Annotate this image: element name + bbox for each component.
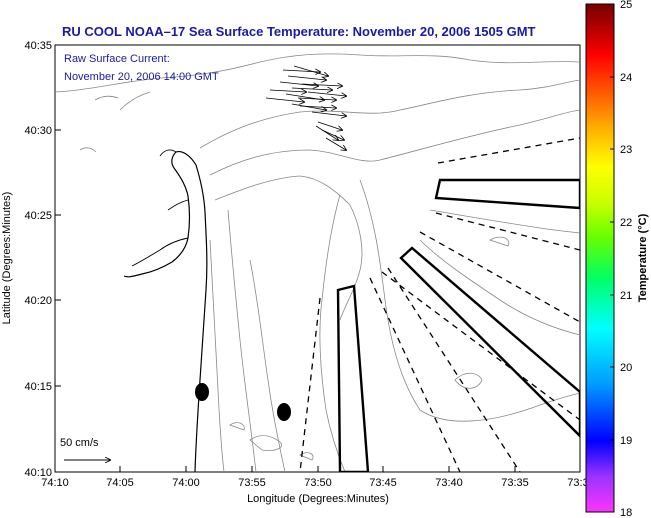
colorbar-tick-label: 21 (620, 290, 632, 302)
dashed-radial-lines (299, 137, 580, 472)
bathymetry-contour (429, 209, 580, 234)
x-axis-label: Longitude (Degrees:Minutes) (247, 493, 389, 505)
colorbar-tick-label: 25 (620, 0, 632, 11)
x-tick-label: 73:3 (567, 477, 588, 489)
y-tick-label: 40:15 (24, 381, 52, 393)
colorbar-ticks: 25 24 23 22 21 20 19 18 (610, 0, 632, 518)
x-tick-label: 74:10 (41, 477, 69, 489)
bathymetry-contour (209, 109, 580, 176)
colorbar-tick-label: 22 (620, 217, 632, 229)
coastline-river (131, 149, 189, 267)
bathymetry-contour (419, 239, 580, 336)
bathymetry-contour (359, 179, 580, 422)
x-tick-label: 73:35 (501, 477, 529, 489)
x-tick-label: 74:00 (172, 477, 200, 489)
x-tick-label: 73:55 (238, 477, 266, 489)
coastline (123, 150, 208, 472)
colorbar-tick-label: 23 (620, 144, 632, 156)
scale-label: 50 cm/s (60, 437, 99, 449)
colorbar-tick-label: 20 (620, 362, 632, 374)
y-axis-label: Latitude (Degrees:Minutes) (1, 192, 13, 325)
survey-box-diagonal (399, 246, 580, 438)
bathymetry-contour (209, 239, 225, 472)
map-content (55, 53, 580, 472)
y-tick-label: 40:35 (24, 40, 52, 52)
x-tick-label: 73:50 (304, 477, 332, 489)
figure-title: RU COOL NOAA–17 Sea Surface Temperature:… (62, 24, 536, 39)
bathymetry-contour (79, 91, 151, 153)
bathymetry-contour (199, 79, 580, 149)
bathymetry-contour (319, 194, 346, 472)
bathymetry-contour (55, 53, 580, 93)
station-marker (195, 383, 209, 401)
survey-box-south (336, 284, 370, 472)
survey-box-north (434, 178, 580, 210)
x-tick-label: 73:45 (369, 477, 397, 489)
y-tick-label: 40:25 (24, 210, 52, 222)
x-tick-label: 73:40 (435, 477, 463, 489)
y-tick-label: 40:30 (24, 125, 52, 137)
bathymetry-contour (214, 175, 363, 321)
surface-current-vectors (265, 65, 346, 150)
y-tick-label: 40:20 (24, 295, 52, 307)
colorbar-tick-label: 19 (620, 435, 632, 447)
current-time: November 20, 2006 14:00 GMT (64, 71, 219, 83)
x-tick-label: 74:05 (106, 477, 134, 489)
y-tick-label: 40:10 (24, 467, 52, 479)
colorbar-tick-label: 18 (620, 507, 632, 518)
colorbar-tick-label: 24 (620, 72, 632, 84)
colorbar-label: Temperature (°C) (637, 213, 649, 302)
x-axis: 74:10 74:05 74:00 73:55 73:50 73:45 73:4… (41, 466, 589, 489)
map-plot-frame (54, 44, 581, 473)
y-axis: 40:35 40:30 40:25 40:20 40:15 40:10 (24, 40, 61, 479)
current-label: Raw Surface Current: (64, 53, 170, 65)
station-marker (277, 403, 291, 421)
bathymetry-contour (227, 209, 257, 472)
colorbar (585, 3, 615, 513)
bathymetry-contour (454, 236, 510, 389)
